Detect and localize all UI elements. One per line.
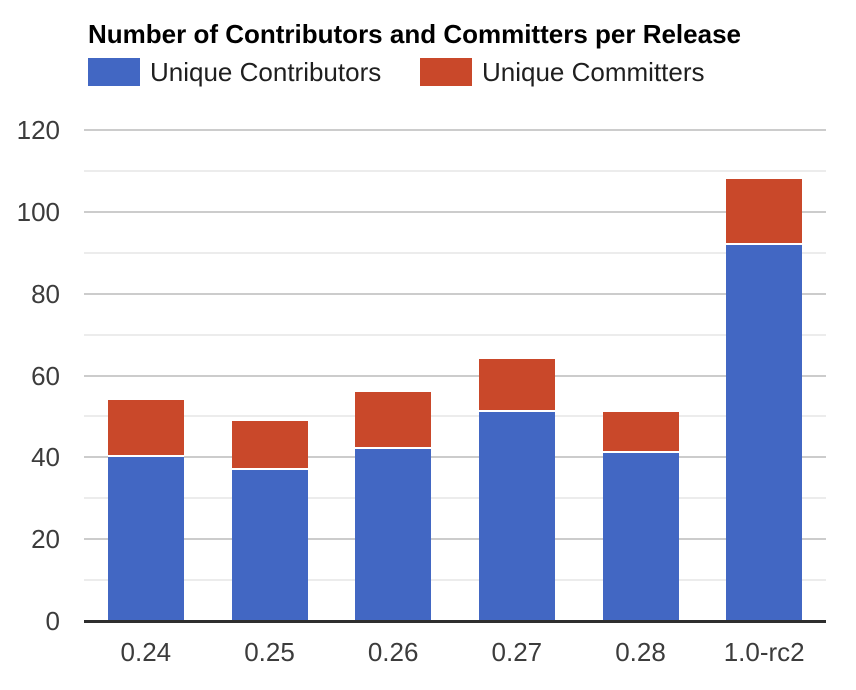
bar-unique-contributors-1.0-rc2[interactable]: [726, 244, 803, 621]
minor-gridline-90: [84, 251, 826, 254]
bar-unique-committers-0.27[interactable]: [478, 359, 555, 413]
x-tick-label-0.27: 0.27: [491, 637, 543, 667]
bar-unique-contributors-0.26[interactable]: [355, 449, 432, 621]
y-tick-label-80: 80: [31, 278, 60, 309]
bar-unique-committers-0.26[interactable]: [355, 391, 432, 450]
x-tick-label-0.26: 0.26: [367, 637, 419, 667]
x-tick-label-1.0-rc2: 1.0-rc2: [723, 637, 805, 667]
bar-unique-committers-0.25[interactable]: [231, 420, 308, 470]
major-gridline-20: [84, 538, 826, 541]
y-tick-label-40: 40: [31, 442, 60, 473]
legend-label-unique-contributors: Unique Contributors: [150, 56, 382, 87]
legend-swatch-contributors-icon: [88, 58, 140, 86]
minor-gridline-110: [84, 169, 826, 172]
y-tick-label-20: 20: [31, 524, 60, 555]
major-gridline-80: [84, 292, 826, 295]
y-tick-label-0: 0: [45, 606, 60, 636]
minor-gridline-10: [84, 579, 826, 582]
x-axis-line: [84, 620, 826, 623]
major-gridline-40: [84, 456, 826, 459]
minor-gridline-30: [84, 497, 826, 500]
x-tick-label-0.25: 0.25: [244, 637, 295, 667]
x-tick-label-0.24: 0.24: [120, 637, 172, 667]
bar-unique-contributors-0.24[interactable]: [107, 457, 184, 621]
bar-unique-committers-0.28[interactable]: [602, 412, 679, 454]
bar-unique-committers-1.0-rc2[interactable]: [726, 179, 803, 245]
plot-area: [84, 129, 826, 621]
bar-unique-contributors-0.28[interactable]: [602, 453, 679, 621]
bar-unique-contributors-0.27[interactable]: [478, 412, 555, 621]
bar-unique-contributors-0.25[interactable]: [231, 469, 308, 621]
bar-unique-committers-0.24[interactable]: [107, 400, 184, 458]
minor-gridline-50: [84, 415, 826, 418]
major-gridline-120: [84, 129, 826, 131]
major-gridline-100: [84, 210, 826, 213]
x-tick-label-0.28: 0.28: [615, 637, 666, 667]
major-gridline-60: [84, 374, 826, 377]
legend-swatch-committers-icon: [420, 58, 472, 86]
chart-title: Number of Contributors and Committers pe…: [88, 19, 741, 49]
minor-gridline-70: [84, 333, 826, 336]
y-tick-label-100: 100: [16, 196, 60, 227]
legend-label-unique-committers: Unique Committers: [482, 56, 705, 87]
y-tick-label-60: 60: [31, 360, 60, 391]
legend-item-unique-committers: Unique Committers: [420, 56, 705, 87]
y-tick-label-120: 120: [16, 115, 60, 145]
legend-item-unique-contributors: Unique Contributors: [88, 56, 382, 87]
